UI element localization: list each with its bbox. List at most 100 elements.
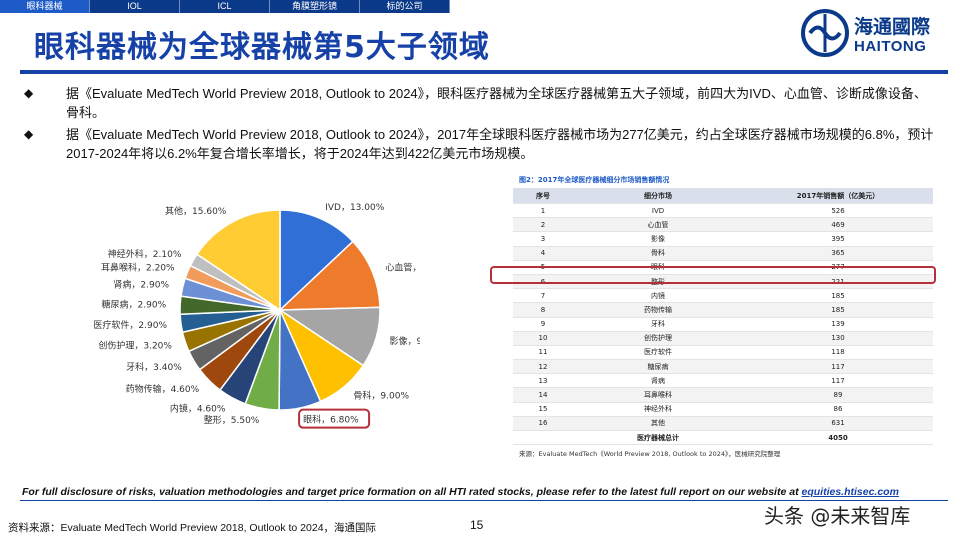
pie-slice-label: 整形，5.50% [204, 414, 260, 426]
section-nav: 眼科器械 IOL ICL 角膜塑形镜 标的公司 [0, 0, 450, 13]
cell-rank: 7 [513, 288, 573, 304]
cell-sales: 86 [743, 402, 933, 417]
cell-sales: 139 [743, 317, 933, 332]
cell-sales: 395 [743, 231, 933, 247]
cell-segment: 其他 [573, 416, 743, 432]
cell-segment: 糖尿病 [573, 359, 743, 375]
segment-sales-table-figure: 图2：2017年全球医疗器械细分市场销售额情况 序号 细分市场 2017年销售额… [513, 172, 933, 468]
cell-sales: 185 [743, 288, 933, 304]
segment-sales-table: 序号 细分市场 2017年销售额（亿美元） 1 IVD 526 2 心血管 469 3 影像 3… [513, 188, 933, 446]
nav-tab-iol[interactable]: IOL [90, 0, 180, 13]
table-title: 图2：2017年全球医疗器械细分市场销售额情况 [519, 176, 670, 184]
pie-slice-label: 医疗软件，2.90% [93, 319, 167, 331]
logo-cn-text: 海通國際 [854, 16, 931, 38]
pie-slice [278, 240, 381, 311]
cell-segment: 影像 [573, 231, 743, 247]
diamond-bullet-icon: ◆ [24, 86, 34, 100]
cell-sales: 631 [743, 416, 933, 432]
pie-slice-label: 其他，15.60% [165, 205, 227, 217]
cell-rank: 15 [513, 402, 573, 417]
cell-rank: 2 [513, 217, 573, 233]
haitong-logo: 海通國際 HAITONG [800, 8, 950, 58]
table-row: 11 医疗软件 118 [513, 345, 933, 361]
table-source-note: 来源：Evaluate MedTech《World Preview 2018, … [519, 450, 781, 459]
cell-rank: 9 [513, 317, 573, 332]
bullet-item: ◆ 据《Evaluate MedTech World Preview 2018,… [24, 125, 934, 163]
cell-segment: 骨科 [573, 246, 743, 261]
cell-segment: 医疗软件 [573, 345, 743, 361]
disclaimer-text: For full disclosure of risks, valuation … [22, 486, 802, 498]
cell-rank: 16 [513, 416, 573, 432]
pie-slice-label: 药物传输，4.60% [126, 383, 200, 395]
pie-slice-label: 神经外科，2.10% [108, 248, 182, 260]
diamond-bullet-icon: ◆ [24, 127, 34, 141]
pie-slice-label: 内镜，4.60% [170, 402, 226, 414]
cell-sales: 130 [743, 331, 933, 346]
table-total-row: 医疗器械总计 4050 [513, 430, 933, 446]
cell-sales: 365 [743, 246, 933, 261]
cell-sales: 89 [743, 387, 933, 403]
cell-rank: 4 [513, 246, 573, 261]
haitong-logo-icon [801, 9, 849, 57]
cell-sales: 185 [743, 302, 933, 318]
table-row: 3 影像 395 [513, 231, 933, 247]
bullet-item: ◆ 据《Evaluate MedTech World Preview 2018,… [24, 84, 934, 122]
cell-rank: 13 [513, 373, 573, 389]
table-row: 8 药物传输 185 [513, 302, 933, 318]
pie-slice-label: 骨科，9.00% [353, 390, 409, 402]
cell-segment: 心血管 [573, 217, 743, 233]
page-number: 15 [470, 518, 484, 532]
title-divider [20, 70, 948, 74]
disclaimer: For full disclosure of risks, valuation … [22, 486, 899, 498]
cell-segment: 肾病 [573, 373, 743, 389]
segment-share-pie-chart: IVD，13.00% 心血管，11.60% 影像，9.80% 骨科，9.00% 眼科，6… [93, 203, 420, 429]
cell-sales: 118 [743, 345, 933, 361]
cell-rank: 14 [513, 387, 573, 403]
pie-slice-label: 糖尿病，2.90% [102, 299, 167, 311]
cell-rank: 10 [513, 331, 573, 346]
nav-tab-icl[interactable]: ICL [180, 0, 270, 13]
cell-segment: 药物传输 [573, 302, 743, 318]
pie-slice-label: 影像，9.80% [390, 335, 420, 347]
table-row: 6 整形 221 [513, 274, 933, 290]
pie-slice-label: 创伤护理，3.20% [98, 340, 172, 352]
nav-tab-ortho-k[interactable]: 角膜塑形镜 [270, 0, 360, 13]
pie-slice-label: 肾病，2.90% [113, 278, 169, 290]
logo-en-text: HAITONG [854, 38, 927, 55]
bullet-text: 据《Evaluate MedTech World Preview 2018, O… [66, 86, 927, 120]
bullet-list: ◆ 据《Evaluate MedTech World Preview 2018,… [24, 84, 934, 166]
table-row: 7 内镜 185 [513, 288, 933, 304]
pie-slice-label: 牙科，3.40% [126, 361, 182, 373]
cell-sales: 221 [743, 274, 933, 290]
table-header-row: 序号 细分市场 2017年销售额（亿美元） [513, 188, 933, 204]
cell-rank: 3 [513, 231, 573, 247]
cell-rank: 1 [513, 203, 573, 219]
pie-slice-label: IVD，13.00% [325, 203, 385, 213]
table-row: 12 糖尿病 117 [513, 359, 933, 375]
cell-sales: 117 [743, 373, 933, 389]
cell-rank: 11 [513, 345, 573, 361]
total-value: 4050 [743, 430, 933, 446]
nav-tab-target-companies[interactable]: 标的公司 [360, 0, 450, 13]
table-row: 10 创伤护理 130 [513, 331, 933, 346]
source-note: 资料来源：Evaluate MedTech World Preview 2018… [8, 522, 377, 534]
table-row: 16 其他 631 [513, 416, 933, 432]
cell-sales: 117 [743, 359, 933, 375]
table-row: 14 耳鼻喉科 89 [513, 387, 933, 403]
table-row: 13 肾病 117 [513, 373, 933, 389]
cell-rank: 12 [513, 359, 573, 375]
cell-sales: 469 [743, 217, 933, 233]
col-header-segment: 细分市场 [573, 188, 743, 204]
cell-segment: 耳鼻喉科 [573, 387, 743, 403]
eye-slice-highlight [298, 408, 371, 429]
page-title: 眼科器械为全球器械第5大子领域 [34, 30, 490, 65]
table-row: 2 心血管 469 [513, 217, 933, 233]
footer-divider [20, 500, 948, 501]
nav-tab-eye-devices[interactable]: 眼科器械 [0, 0, 90, 13]
pie-slice [279, 209, 354, 312]
col-header-rank: 序号 [513, 188, 573, 204]
website-link[interactable]: equities.htisec.com [801, 486, 899, 498]
total-label: 医疗器械总计 [573, 430, 743, 446]
table-row: 9 牙科 139 [513, 317, 933, 332]
cell-segment: 神经外科 [573, 402, 743, 417]
